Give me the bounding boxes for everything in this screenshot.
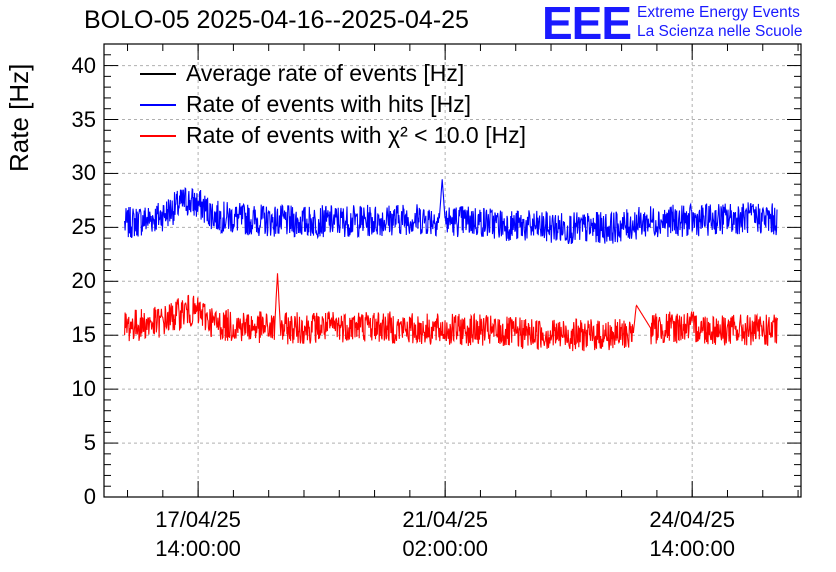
legend-item-chi2: Rate of events with χ² < 10.0 [Hz] [140, 120, 526, 151]
legend-swatch-average [140, 72, 176, 75]
logo-caption: Extreme Energy Events La Scienza nelle S… [637, 3, 802, 41]
eee-logo: EEE [542, 0, 632, 49]
legend-item-hits: Rate of events with hits [Hz] [140, 89, 526, 120]
legend: Average rate of events [Hz] Rate of even… [140, 58, 526, 151]
y-tick-label: 30 [71, 160, 96, 186]
x-tick-date: 17/04/25 [155, 507, 241, 532]
x-tick-time: 02:00:00 [402, 536, 488, 561]
y-tick-label: 40 [71, 52, 96, 78]
logo-line-1: Extreme Energy Events [637, 4, 800, 21]
y-tick-label: 15 [71, 322, 96, 348]
y-tick-label: 20 [71, 268, 96, 294]
legend-swatch-hits [140, 103, 176, 106]
legend-label-hits: Rate of events with hits [Hz] [186, 91, 472, 117]
y-tick-label: 35 [71, 106, 96, 132]
y-tick-label: 5 [83, 430, 96, 456]
series-line-2 [124, 273, 779, 352]
chart-title: BOLO-05 2025-04-16--2025-04-25 [84, 6, 469, 34]
logo-line-2: La Scienza nelle Scuole [637, 23, 803, 40]
x-tick-label: 21/04/25 02:00:00 [375, 505, 515, 563]
y-tick-label: 10 [71, 376, 96, 402]
y-axis-label: Rate [Hz] [4, 63, 34, 172]
legend-swatch-chi2 [140, 134, 176, 137]
x-tick-label: 24/04/25 14:00:00 [622, 505, 762, 563]
x-tick-date: 24/04/25 [649, 507, 735, 532]
legend-item-average: Average rate of events [Hz] [140, 58, 526, 89]
y-tick-label: 25 [71, 214, 96, 240]
series-line-1 [124, 179, 778, 245]
y-tick-label: 0 [83, 484, 96, 509]
legend-label-chi2: Rate of events with χ² < 10.0 [Hz] [186, 122, 526, 148]
x-tick-time: 14:00:00 [155, 536, 241, 561]
x-tick-time: 14:00:00 [649, 536, 735, 561]
x-tick-date: 21/04/25 [402, 507, 488, 532]
legend-label-average: Average rate of events [Hz] [186, 60, 465, 86]
x-tick-label: 17/04/25 14:00:00 [128, 505, 268, 563]
